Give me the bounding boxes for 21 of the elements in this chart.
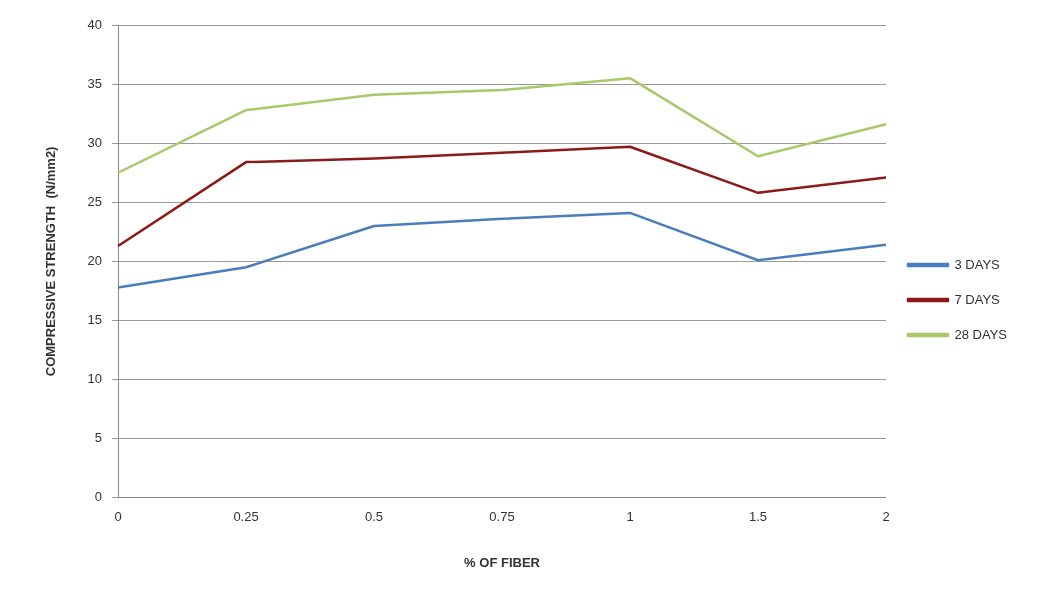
y-tick-label: 10 — [87, 371, 103, 387]
y-tick-label: 0 — [94, 489, 103, 505]
x-tick-label: 0.75 — [489, 509, 515, 525]
x-tick-label: 0 — [114, 509, 122, 525]
x-tick-label: 1.5 — [748, 509, 768, 525]
legend-label: 7 DAYS — [954, 291, 1001, 307]
x-tick-label: 2 — [882, 509, 890, 525]
x-tick-label: 1 — [626, 509, 634, 525]
legend-label: 3 DAYS — [954, 256, 1001, 272]
y-tick-label: 35 — [87, 75, 103, 91]
y-tick-label: 20 — [87, 252, 103, 268]
y-tick-label: 5 — [94, 430, 103, 446]
y-tick-label: 40 — [87, 16, 103, 32]
x-axis-title: % OF FIBER — [464, 554, 541, 570]
legend-label: 28 DAYS — [954, 326, 1008, 342]
x-tick-label: 0.5 — [365, 509, 384, 525]
y-tick-label: 25 — [87, 193, 103, 209]
y-tick-label: 15 — [87, 312, 103, 328]
y-axis-title: COMPRESSIVE STRENGTH (N/mm2) — [43, 146, 59, 377]
x-tick-label: 0.25 — [233, 509, 259, 525]
y-tick-label: 30 — [87, 134, 103, 150]
